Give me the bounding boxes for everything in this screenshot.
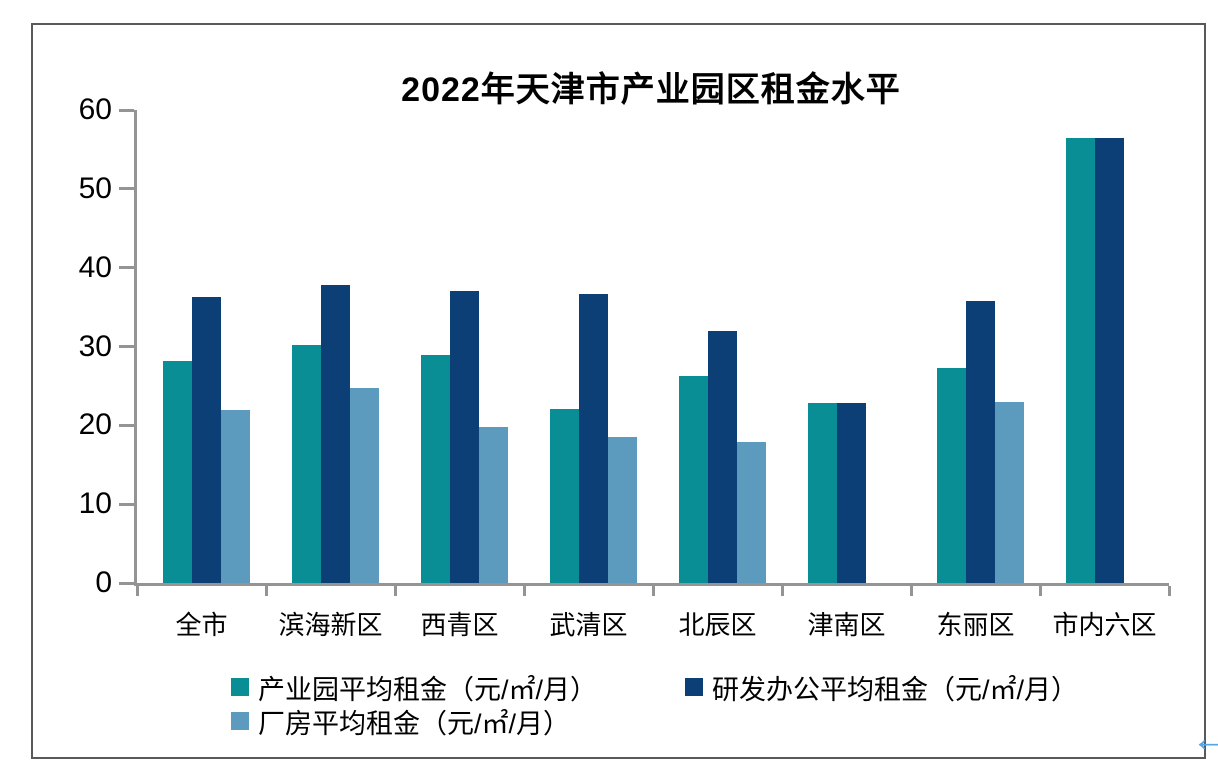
bar bbox=[163, 360, 192, 583]
bar-group bbox=[653, 110, 782, 583]
x-axis-tick bbox=[135, 586, 139, 596]
chart-title: 2022年天津市产业园区租金水平 bbox=[401, 71, 901, 109]
bar bbox=[608, 437, 637, 583]
legend-swatch bbox=[231, 678, 249, 696]
y-axis-tick bbox=[119, 423, 134, 427]
legend-item: 研发办公平均租金（元/㎡/月） bbox=[685, 670, 1079, 705]
legend-swatch bbox=[685, 678, 703, 696]
bar bbox=[966, 300, 995, 583]
x-axis-tick bbox=[522, 586, 526, 596]
bar bbox=[995, 401, 1024, 583]
bar bbox=[708, 330, 737, 583]
x-axis-tick bbox=[1038, 586, 1042, 596]
x-axis-category-label: 西青区 bbox=[420, 610, 499, 640]
y-axis-tick bbox=[119, 108, 134, 112]
legend-item: 厂房平均租金（元/㎡/月） bbox=[231, 704, 685, 739]
legend-label: 厂房平均租金（元/㎡/月） bbox=[258, 708, 571, 739]
bar bbox=[937, 367, 966, 583]
x-axis-tick bbox=[780, 586, 784, 596]
bar bbox=[479, 426, 508, 583]
y-axis-tick bbox=[119, 266, 134, 270]
bar bbox=[292, 344, 321, 583]
y-axis-tick bbox=[119, 502, 134, 506]
bar bbox=[550, 408, 579, 583]
legend: 产业园平均租金（元/㎡/月） 研发办公平均租金（元/㎡/月） 厂房平均租金（元/㎡/… bbox=[231, 670, 1079, 739]
y-axis-tick-label: 50 bbox=[78, 171, 112, 205]
y-axis-tick-label: 20 bbox=[78, 408, 112, 442]
y-axis-tick-label: 30 bbox=[78, 329, 112, 363]
legend-label: 产业园平均租金（元/㎡/月） bbox=[258, 674, 598, 705]
bar-group bbox=[911, 110, 1040, 583]
bar bbox=[321, 285, 350, 583]
x-axis-tick bbox=[1167, 586, 1171, 596]
bar bbox=[1066, 138, 1095, 583]
x-axis-tick bbox=[264, 586, 268, 596]
bar bbox=[221, 409, 250, 583]
x-axis-category-label: 武清区 bbox=[549, 610, 628, 640]
bar-group bbox=[266, 110, 395, 583]
x-axis-category-label: 东丽区 bbox=[936, 610, 1015, 640]
x-axis-tick bbox=[393, 586, 397, 596]
bar bbox=[450, 291, 479, 583]
y-axis-tick-label: 10 bbox=[78, 487, 112, 521]
bar bbox=[579, 294, 608, 583]
cursor-left-arrow-icon: ← bbox=[1191, 718, 1218, 760]
y-axis-tick-label: 40 bbox=[78, 250, 112, 284]
x-axis-category-label: 滨海新区 bbox=[278, 610, 383, 640]
x-axis-category-label: 北辰区 bbox=[678, 610, 757, 640]
legend-swatch bbox=[231, 712, 249, 730]
bar-group bbox=[524, 110, 653, 583]
bar bbox=[421, 355, 450, 583]
bar bbox=[837, 403, 866, 583]
bar-group bbox=[1040, 110, 1169, 583]
bar bbox=[737, 441, 766, 583]
legend-label: 研发办公平均租金（元/㎡/月） bbox=[712, 674, 1079, 705]
bar-group bbox=[395, 110, 524, 583]
chart-frame bbox=[31, 23, 1206, 759]
bar bbox=[679, 375, 708, 583]
plot-area: 0 10 20 30 40 50 60 全市 滨海新区 西青区 武清区 北辰区 津南区 东丽区 市内六区 bbox=[79, 95, 1171, 640]
bar bbox=[808, 403, 837, 583]
y-axis-tick bbox=[119, 187, 134, 191]
legend-item: 产业园平均租金（元/㎡/月） bbox=[231, 670, 685, 705]
y-axis-tick bbox=[119, 581, 134, 585]
y-axis-tick-label: 60 bbox=[78, 93, 112, 126]
x-axis-tick bbox=[909, 586, 913, 596]
x-axis-category-label: 津南区 bbox=[807, 610, 886, 640]
bar bbox=[192, 296, 221, 583]
y-axis-tick-label: 0 bbox=[95, 566, 112, 599]
bar bbox=[350, 387, 379, 583]
x-axis-tick bbox=[651, 586, 655, 596]
bar-group bbox=[137, 110, 266, 583]
bar-group bbox=[782, 110, 911, 583]
bar bbox=[1095, 138, 1124, 583]
y-axis-tick bbox=[119, 345, 134, 348]
x-axis-category-label: 市内六区 bbox=[1052, 610, 1157, 640]
x-axis-category-label: 全市 bbox=[175, 610, 228, 640]
